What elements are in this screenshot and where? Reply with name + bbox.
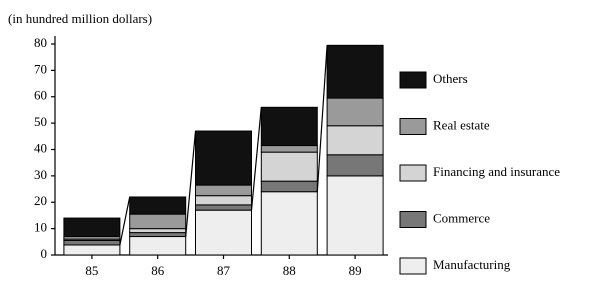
y-tick-label: 20 — [34, 193, 47, 208]
y-tick-label: 0 — [41, 246, 48, 261]
x-tick-label: 86 — [151, 263, 165, 278]
bar-segment — [195, 209, 252, 256]
y-tick-label: 60 — [34, 88, 47, 103]
bar-segment — [326, 125, 384, 156]
bar-segment — [129, 228, 187, 234]
legend-label: Real estate — [433, 117, 490, 132]
connector — [316, 45, 328, 192]
connector — [185, 130, 197, 237]
legend-label: Financing and insurance — [433, 164, 560, 179]
legend-swatch — [399, 211, 427, 228]
bar-segment — [129, 232, 187, 238]
legend-swatch — [399, 257, 427, 275]
y-tick-label: 40 — [34, 140, 47, 155]
legend-swatch — [399, 118, 427, 135]
legend-label: Commerce — [433, 210, 490, 225]
bar-segment — [260, 180, 318, 193]
y-tick-label: 50 — [34, 114, 47, 129]
connector — [119, 196, 131, 246]
legend-swatch — [399, 71, 427, 89]
x-tick-label: 85 — [85, 263, 98, 278]
bar-segment — [260, 151, 318, 182]
bar-segment — [195, 130, 252, 186]
bar-segment — [63, 239, 121, 246]
bar-segment — [63, 244, 121, 256]
y-tick-label: 10 — [34, 220, 47, 235]
bar-segment — [326, 97, 384, 127]
bar-segment — [326, 175, 384, 256]
bar-segment — [195, 195, 252, 206]
bar-segment — [260, 191, 318, 256]
legend-swatch — [399, 164, 427, 182]
bar-segment — [129, 196, 187, 215]
bar-segment — [326, 154, 384, 177]
bar-segment — [129, 213, 187, 230]
x-tick-label: 87 — [217, 263, 231, 278]
y-tick-label: 70 — [34, 61, 47, 76]
y-tick-label: 30 — [34, 167, 47, 182]
bar-segment — [326, 44, 384, 99]
y-axis-label: (in hundred million dollars) — [8, 11, 152, 26]
legend-label: Others — [433, 71, 468, 86]
bar-segment — [195, 204, 252, 211]
x-tick-label: 88 — [283, 263, 296, 278]
bar-segment — [195, 184, 252, 197]
y-tick-label: 80 — [34, 35, 47, 50]
bar-segment — [260, 106, 318, 147]
bar-segment — [129, 236, 187, 256]
connector — [250, 107, 262, 211]
x-tick-label: 89 — [349, 263, 362, 278]
legend-label: Manufacturing — [433, 257, 511, 272]
bar-segment — [260, 145, 318, 153]
bar-segment — [63, 217, 121, 238]
